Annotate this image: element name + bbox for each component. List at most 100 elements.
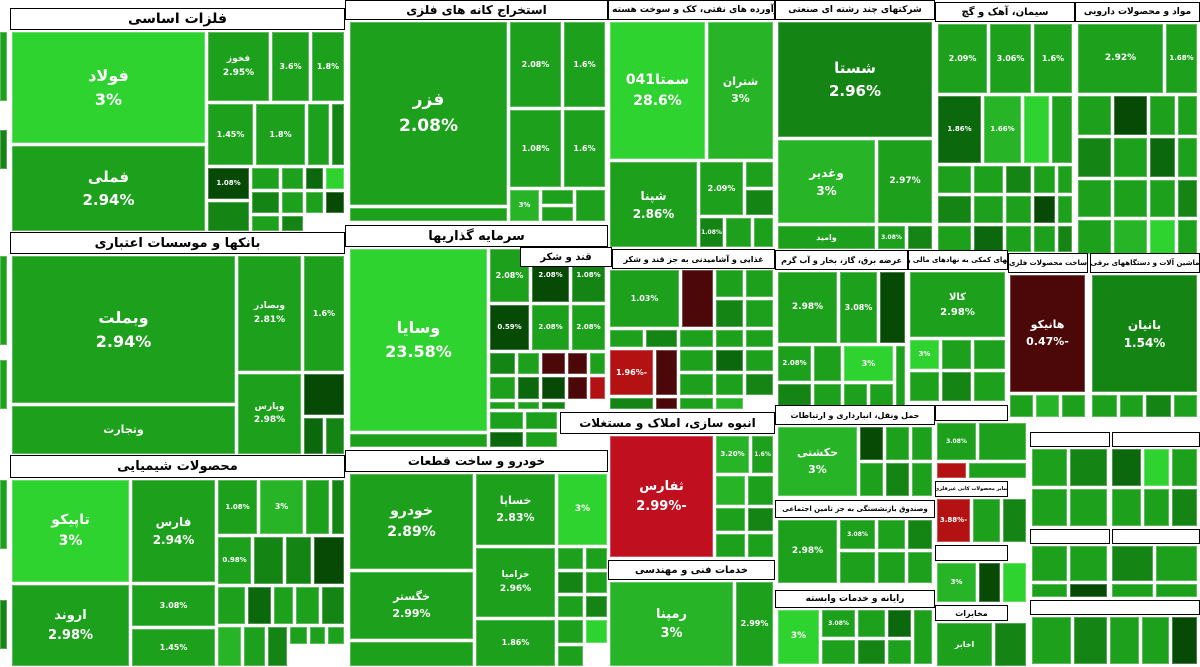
stock-tile[interactable] xyxy=(746,162,773,187)
stock-tile[interactable] xyxy=(518,377,539,399)
stock-tile[interactable]: 1.66% xyxy=(984,96,1021,163)
stock-tile[interactable] xyxy=(542,190,573,204)
stock-tile[interactable] xyxy=(1112,449,1141,486)
stock-tile[interactable] xyxy=(586,572,607,593)
stock-tile[interactable] xyxy=(1114,220,1147,254)
stock-tile[interactable]: تاپیکو 3% xyxy=(12,480,129,582)
stock-tile[interactable] xyxy=(880,272,905,343)
stock-tile[interactable] xyxy=(1120,395,1143,417)
stock-tile[interactable] xyxy=(1110,617,1139,664)
stock-tile[interactable] xyxy=(326,192,344,213)
stock-tile[interactable] xyxy=(0,32,7,101)
stock-tile[interactable] xyxy=(282,168,303,189)
stock-tile[interactable] xyxy=(290,627,307,644)
stock-tile[interactable] xyxy=(326,418,344,454)
stock-tile[interactable] xyxy=(1142,617,1169,664)
stock-tile[interactable]: 1.08% xyxy=(510,110,561,187)
stock-tile[interactable]: وامید xyxy=(778,226,875,249)
stock-tile[interactable] xyxy=(1034,226,1055,252)
stock-tile[interactable]: فملی 2.94% xyxy=(12,146,205,231)
stock-tile[interactable] xyxy=(0,256,7,345)
stock-tile[interactable] xyxy=(350,208,507,221)
stock-tile[interactable] xyxy=(1112,546,1153,581)
stock-tile[interactable] xyxy=(1070,449,1107,486)
stock-tile[interactable] xyxy=(490,377,515,399)
stock-tile[interactable] xyxy=(0,130,7,169)
stock-tile[interactable] xyxy=(1003,499,1026,542)
stock-tile[interactable] xyxy=(1062,395,1085,417)
stock-tile[interactable] xyxy=(896,346,905,417)
stock-tile[interactable] xyxy=(716,476,745,505)
stock-tile[interactable]: وغدیر 3% xyxy=(778,140,875,223)
stock-tile[interactable]: بانیان 1.54% xyxy=(1092,275,1197,392)
stock-tile[interactable] xyxy=(746,190,773,215)
stock-tile[interactable] xyxy=(350,642,473,666)
stock-tile[interactable] xyxy=(716,270,743,297)
stock-tile[interactable] xyxy=(590,377,605,399)
stock-tile[interactable]: اخابر xyxy=(937,623,992,666)
stock-tile[interactable] xyxy=(586,596,607,617)
stock-tile[interactable] xyxy=(490,412,523,429)
stock-tile[interactable]: 2.99% xyxy=(736,582,773,666)
stock-tile[interactable] xyxy=(252,192,279,213)
stock-tile[interactable]: 1.45% xyxy=(132,629,215,666)
stock-tile[interactable] xyxy=(1172,489,1197,526)
stock-tile[interactable]: 2.92% xyxy=(1078,24,1163,93)
stock-tile[interactable] xyxy=(208,202,249,231)
stock-tile[interactable] xyxy=(748,476,773,505)
stock-tile[interactable]: 2.98% xyxy=(778,272,837,343)
stock-tile[interactable] xyxy=(974,196,1003,223)
stock-tile[interactable] xyxy=(716,300,743,327)
stock-tile[interactable] xyxy=(542,377,565,399)
stock-tile[interactable] xyxy=(814,346,841,381)
stock-tile[interactable]: شتران 3% xyxy=(708,22,773,159)
stock-tile[interactable] xyxy=(680,330,713,347)
stock-tile[interactable] xyxy=(910,372,939,401)
stock-tile[interactable]: 2.97% xyxy=(878,140,932,223)
stock-tile[interactable] xyxy=(306,192,323,213)
stock-tile[interactable]: 1.86% xyxy=(476,620,555,666)
stock-tile[interactable]: رمپنا 3% xyxy=(610,582,733,666)
stock-tile[interactable] xyxy=(0,480,7,549)
stock-tile[interactable]: 2.09% xyxy=(938,24,987,93)
stock-tile[interactable] xyxy=(286,537,311,584)
stock-tile[interactable]: 2.98% xyxy=(778,520,837,583)
stock-tile[interactable] xyxy=(274,587,293,624)
stock-tile[interactable] xyxy=(558,646,583,666)
stock-tile[interactable] xyxy=(746,330,773,347)
stock-tile[interactable] xyxy=(1092,395,1117,417)
stock-tile[interactable]: 1.08% xyxy=(208,168,249,199)
stock-tile[interactable]: فارس 2.94% xyxy=(132,480,215,582)
stock-tile[interactable] xyxy=(942,372,971,401)
stock-tile[interactable]: هانیکو -0.47% xyxy=(1010,275,1085,392)
stock-tile[interactable] xyxy=(1070,546,1107,581)
stock-tile[interactable] xyxy=(656,398,677,409)
stock-tile[interactable] xyxy=(1178,138,1197,177)
stock-tile[interactable] xyxy=(1078,138,1111,177)
stock-tile[interactable] xyxy=(586,620,607,643)
stock-tile[interactable] xyxy=(1144,449,1169,486)
stock-tile[interactable] xyxy=(1156,584,1197,597)
stock-tile[interactable]: 1.8% xyxy=(312,32,344,101)
stock-tile[interactable] xyxy=(296,587,319,624)
stock-tile[interactable]: خساپا 2.83% xyxy=(476,474,555,545)
stock-tile[interactable] xyxy=(908,552,932,583)
stock-tile[interactable] xyxy=(308,104,329,165)
stock-tile[interactable] xyxy=(938,166,971,193)
stock-tile[interactable] xyxy=(746,374,773,395)
stock-tile[interactable] xyxy=(326,168,344,189)
stock-tile[interactable] xyxy=(558,548,583,569)
stock-tile[interactable] xyxy=(558,620,583,643)
stock-tile[interactable] xyxy=(490,432,523,447)
stock-tile[interactable]: 3% xyxy=(558,474,607,545)
stock-tile[interactable]: 3.6% xyxy=(272,32,309,101)
stock-tile[interactable] xyxy=(878,520,905,549)
stock-tile[interactable] xyxy=(218,587,245,624)
stock-tile[interactable] xyxy=(1058,196,1072,223)
stock-tile[interactable] xyxy=(314,537,344,584)
stock-tile[interactable] xyxy=(610,330,643,347)
stock-tile[interactable] xyxy=(542,353,565,374)
stock-tile[interactable] xyxy=(1114,180,1147,217)
stock-tile[interactable] xyxy=(1114,96,1147,135)
stock-tile[interactable] xyxy=(306,168,323,189)
